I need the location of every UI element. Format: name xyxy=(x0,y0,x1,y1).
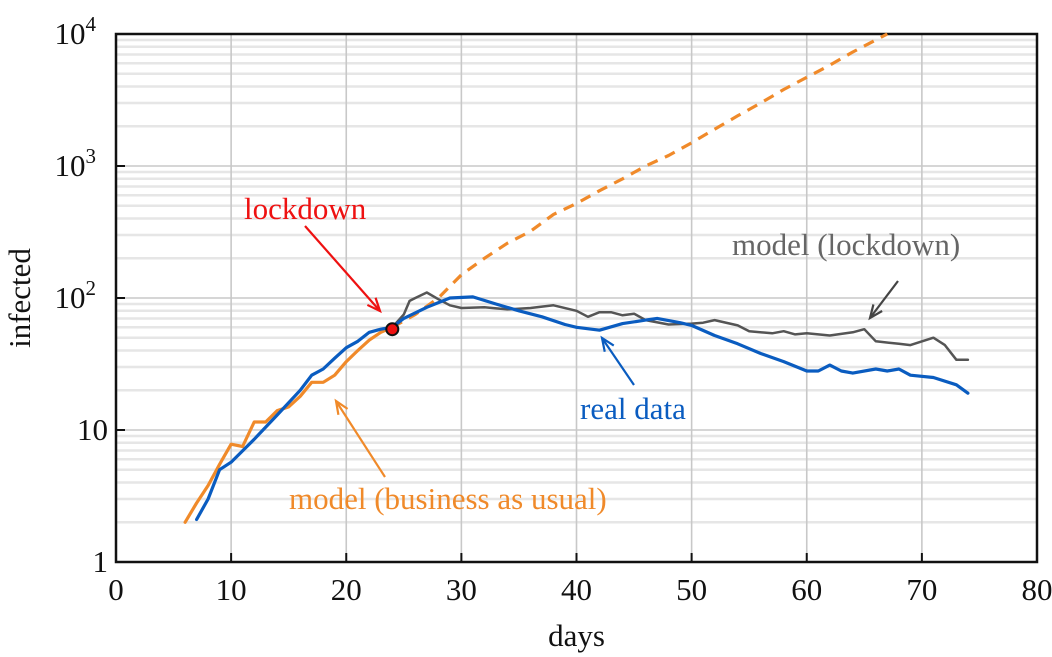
series-line-model-business-as-usual- xyxy=(183,325,394,524)
x-tick-label: 30 xyxy=(446,572,477,607)
arrow-real-data-head xyxy=(600,335,615,352)
x-tick-label: 40 xyxy=(561,572,592,607)
y-tick-label: 10 xyxy=(77,412,108,447)
arrow-lockdown xyxy=(304,225,381,312)
series-line-real-data xyxy=(195,295,970,522)
arrow-lockdown-head xyxy=(366,297,382,314)
y-tick-label: 1 xyxy=(93,544,109,579)
y-tick-label: 103 xyxy=(55,144,97,183)
x-tick-label: 70 xyxy=(906,572,937,607)
x-tick-label: 80 xyxy=(1022,572,1052,607)
arrow-model-lockdown xyxy=(869,280,899,319)
x-tick-label: 10 xyxy=(216,572,247,607)
series-line-model-business-as-usual-projection xyxy=(391,32,889,329)
arrow-model-lockdown-head xyxy=(868,304,883,321)
x-tick-label: 50 xyxy=(676,572,707,607)
y-tick-label: 102 xyxy=(55,276,97,315)
series-line-model-lockdown- xyxy=(391,291,970,362)
lockdown-marker xyxy=(385,322,400,337)
arrow-business-as-usual-head xyxy=(334,398,349,415)
x-axis-label: days xyxy=(548,618,605,653)
x-tick-label: 60 xyxy=(791,572,822,607)
x-tick-label: 20 xyxy=(331,572,362,607)
x-tick-label: 0 xyxy=(108,572,124,607)
arrow-business-as-usual xyxy=(335,400,386,478)
annotation-lockdown: lockdown xyxy=(244,191,367,226)
annotation-business-as-usual: model (business as usual) xyxy=(289,481,607,516)
annotation-real-data: real data xyxy=(580,391,686,426)
y-tick-label: 104 xyxy=(55,12,97,51)
y-axis-label: infected xyxy=(2,248,37,348)
arrow-real-data xyxy=(601,337,635,386)
annotation-model-lockdown: model (lockdown) xyxy=(732,227,960,262)
